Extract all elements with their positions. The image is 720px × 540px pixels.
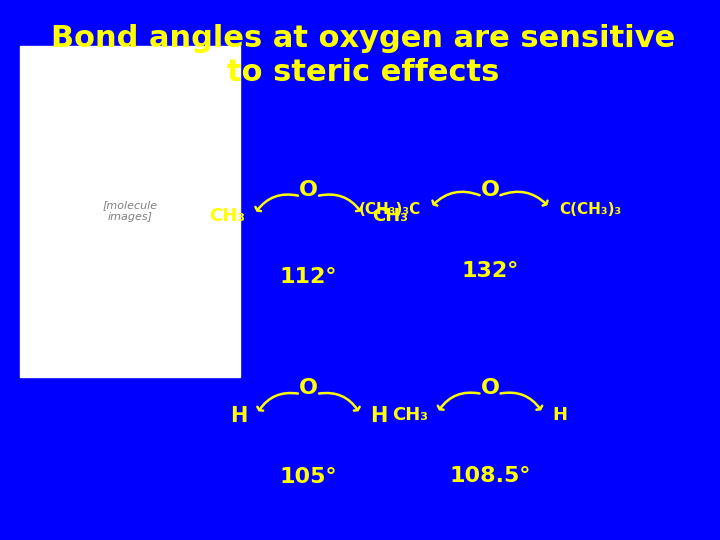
Text: O: O (299, 180, 318, 200)
Text: O: O (480, 180, 500, 200)
Text: O: O (480, 377, 500, 397)
Text: Bond angles at oxygen are sensitive
to steric effects: Bond angles at oxygen are sensitive to s… (52, 24, 676, 87)
Text: CH₃: CH₃ (392, 406, 428, 424)
Text: CH₃: CH₃ (209, 207, 245, 225)
Text: C(CH₃)₃: C(CH₃)₃ (559, 202, 621, 218)
FancyBboxPatch shape (20, 45, 240, 377)
Text: 112°: 112° (280, 267, 337, 287)
Text: 105°: 105° (279, 467, 338, 487)
Text: H: H (369, 406, 387, 426)
Text: H: H (230, 406, 248, 426)
Text: O: O (299, 377, 318, 397)
Text: [molecule
images]: [molecule images] (103, 200, 158, 222)
Text: H: H (552, 406, 567, 424)
Text: 132°: 132° (462, 261, 518, 281)
Text: 108.5°: 108.5° (449, 466, 531, 486)
Text: (CH₃)₃C: (CH₃)₃C (359, 202, 421, 218)
Text: CH₃: CH₃ (372, 207, 408, 225)
